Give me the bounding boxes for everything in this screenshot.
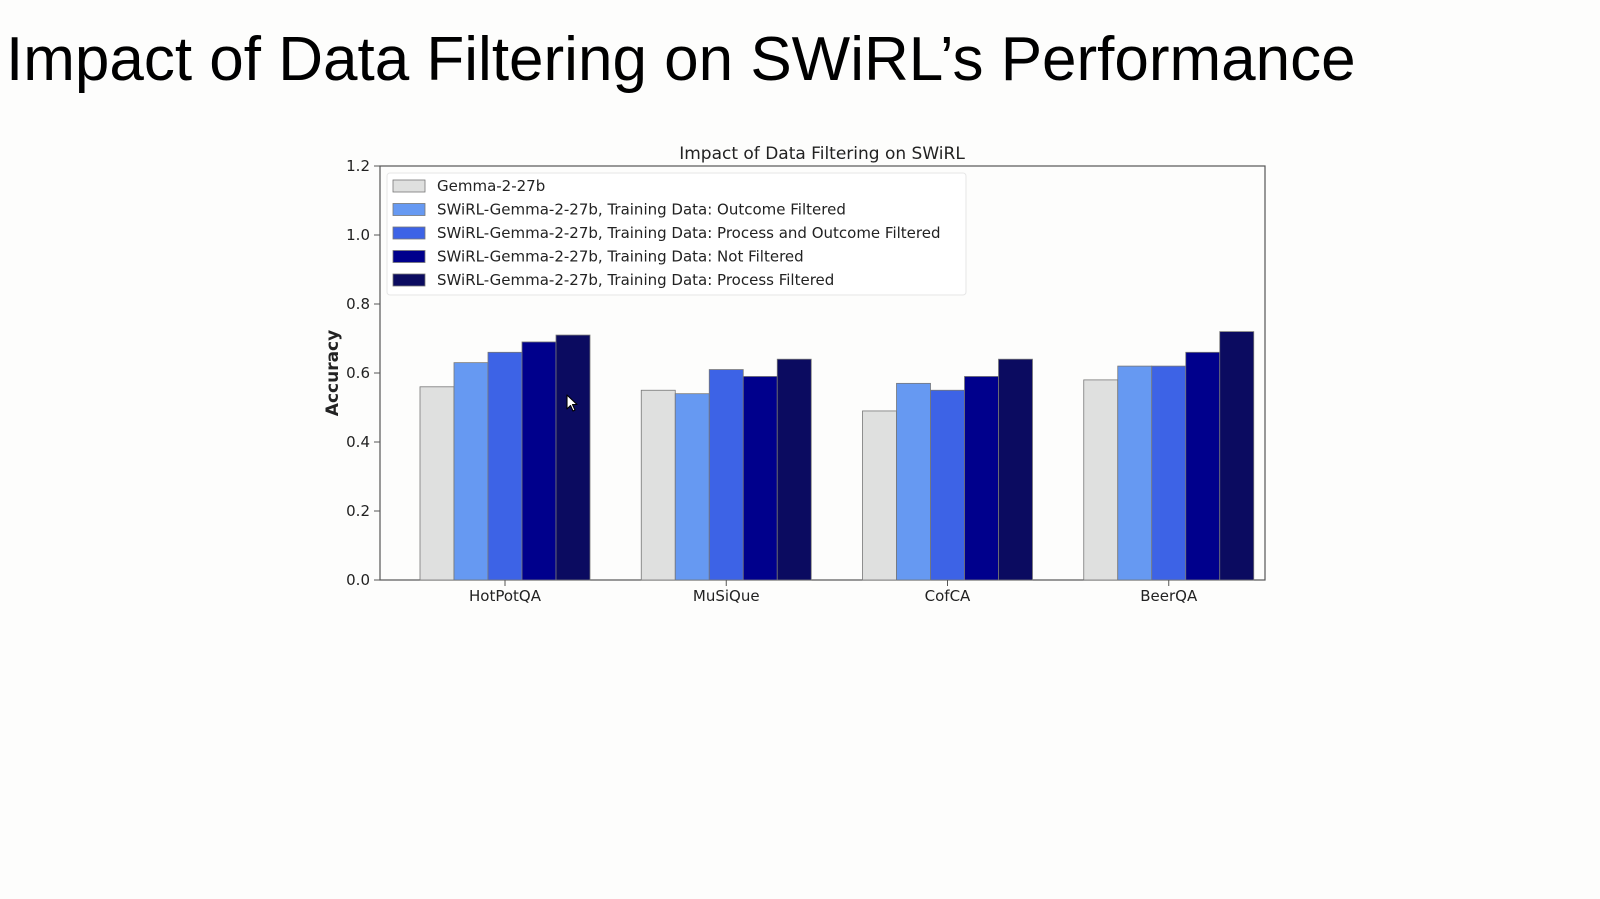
bar <box>1185 351 1221 581</box>
bar <box>521 341 557 581</box>
y-tick-label: 0.2 <box>346 502 370 520</box>
bar <box>555 334 591 581</box>
bar <box>640 389 676 581</box>
legend: Gemma-2-27b SWiRL-Gemma-2-27b, Training D… <box>386 172 967 296</box>
bar <box>487 351 523 581</box>
bar <box>674 393 710 581</box>
legend-label: Gemma-2-27b <box>437 177 545 195</box>
legend-label: SWiRL-Gemma-2-27b, Training Data: Proces… <box>437 271 834 289</box>
bar <box>453 362 489 581</box>
legend-box <box>386 172 967 296</box>
legend-swatch <box>392 226 426 240</box>
legend-swatch <box>392 179 426 193</box>
legend-swatch <box>392 203 426 216</box>
x-tick-label: MuSiQue <box>693 587 760 605</box>
y-axis: 0.0 0.2 0.4 0.6 0.8 1.0 1.2 <box>346 157 380 589</box>
bar <box>964 376 999 581</box>
y-tick-label: 0.8 <box>346 295 370 313</box>
bar <box>776 358 812 581</box>
legend-swatch <box>392 273 426 287</box>
chart-title: Impact of Data Filtering on SWiRL <box>679 144 965 164</box>
y-tick-label: 0.6 <box>346 364 370 382</box>
slide-title: Impact of Data Filtering on SWiRL’s Perf… <box>6 25 1356 94</box>
bar <box>1219 331 1255 581</box>
bar <box>998 358 1033 581</box>
bar <box>708 369 744 581</box>
bar <box>896 382 931 581</box>
x-tick-label: BeerQA <box>1140 587 1198 605</box>
y-tick-label: 0.4 <box>346 433 370 451</box>
y-tick-label: 1.2 <box>346 157 370 175</box>
legend-label: SWiRL-Gemma-2-27b, Training Data: Outcom… <box>437 201 846 219</box>
y-tick-label: 1.0 <box>346 226 370 244</box>
legend-label: SWiRL-Gemma-2-27b, Training Data: Proces… <box>437 224 941 242</box>
x-tick-label: CofCA <box>925 587 971 605</box>
bar <box>1083 379 1119 581</box>
legend-swatch <box>392 250 426 263</box>
x-tick-label: HotPotQA <box>469 587 542 605</box>
legend-label: SWiRL-Gemma-2-27b, Training Data: Not Fi… <box>437 248 804 266</box>
mouse-pointer-icon <box>566 394 578 412</box>
bar <box>930 389 965 581</box>
bar <box>862 410 897 581</box>
y-tick-label: 0.0 <box>346 571 370 589</box>
bar <box>1117 365 1153 581</box>
bar <box>419 386 455 581</box>
bar <box>1151 365 1187 581</box>
y-axis-label: Accuracy <box>323 330 343 416</box>
bars <box>419 331 1255 581</box>
x-axis: HotPotQA MuSiQue CofCA BeerQA <box>469 580 1198 605</box>
bar <box>742 376 778 581</box>
